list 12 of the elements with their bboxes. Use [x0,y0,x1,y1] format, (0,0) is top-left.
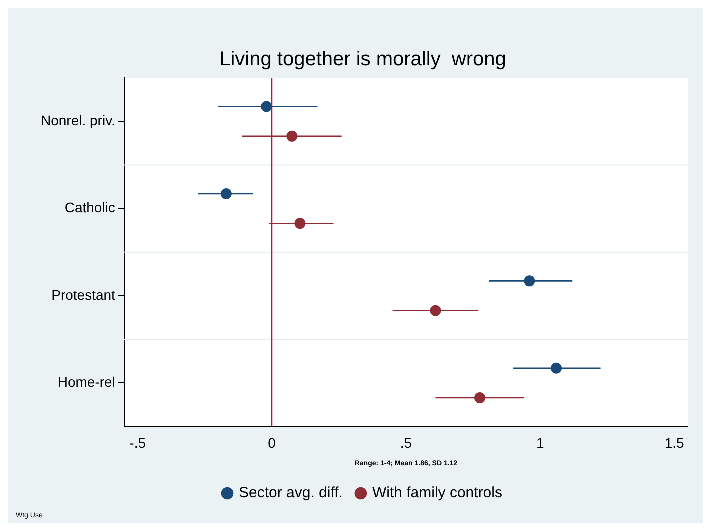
y-tick-label: Protestant [52,286,116,303]
legend-label: With family controls [372,484,502,502]
y-tick-label: Home-rel [58,374,116,390]
x-tick-label: 1 [536,435,544,452]
legend-label: Sector avg. diff. [239,484,343,502]
y-tick-label: Catholic [64,200,116,216]
chart-title: Living together is morally wrong [220,48,506,71]
x-tick-label: -.5 [130,435,146,452]
x-tick-label: 1.5 [664,435,685,452]
y-tick-label: Nonrel. priv. [40,112,116,128]
x-tick-label: 0 [268,435,276,452]
x-tick-label: .5 [400,435,412,452]
